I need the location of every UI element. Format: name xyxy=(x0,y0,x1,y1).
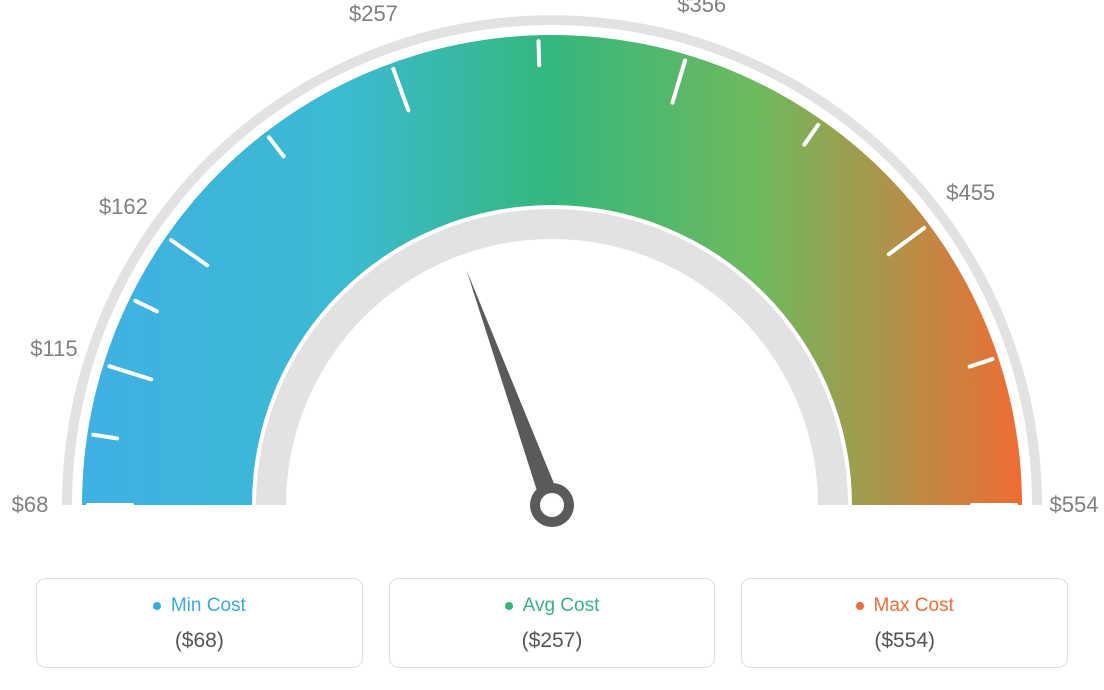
gauge-tick-label: $115 xyxy=(30,336,77,362)
gauge-tick-label: $68 xyxy=(12,492,49,518)
legend-min-label: Min Cost xyxy=(153,595,246,617)
gauge-needle-hub-hole xyxy=(540,493,564,517)
gauge-svg xyxy=(0,0,1104,560)
gauge-tick-label: $257 xyxy=(349,1,398,27)
gauge-tick-label: $356 xyxy=(677,0,726,18)
gauge-needle xyxy=(466,270,561,508)
legend-avg-label: Avg Cost xyxy=(505,595,600,617)
legend-max-label: Max Cost xyxy=(856,595,954,617)
legend-avg-value: ($257) xyxy=(400,629,705,653)
legend-max-card: Max Cost ($554) xyxy=(741,578,1068,668)
legend-min-value: ($68) xyxy=(47,629,352,653)
gauge-color-arc xyxy=(82,35,1022,505)
legend-avg-card: Avg Cost ($257) xyxy=(389,578,716,668)
legend-min-card: Min Cost ($68) xyxy=(36,578,363,668)
gauge-tick-label: $455 xyxy=(946,180,995,206)
cost-gauge: $68 $115 $162 $257 $356 $455 $554 xyxy=(0,0,1104,560)
gauge-tick-label: $554 xyxy=(1050,492,1099,518)
gauge-tick-label: $162 xyxy=(99,194,148,220)
legend-row: Min Cost ($68) Avg Cost ($257) Max Cost … xyxy=(36,578,1068,668)
legend-max-value: ($554) xyxy=(752,629,1057,653)
